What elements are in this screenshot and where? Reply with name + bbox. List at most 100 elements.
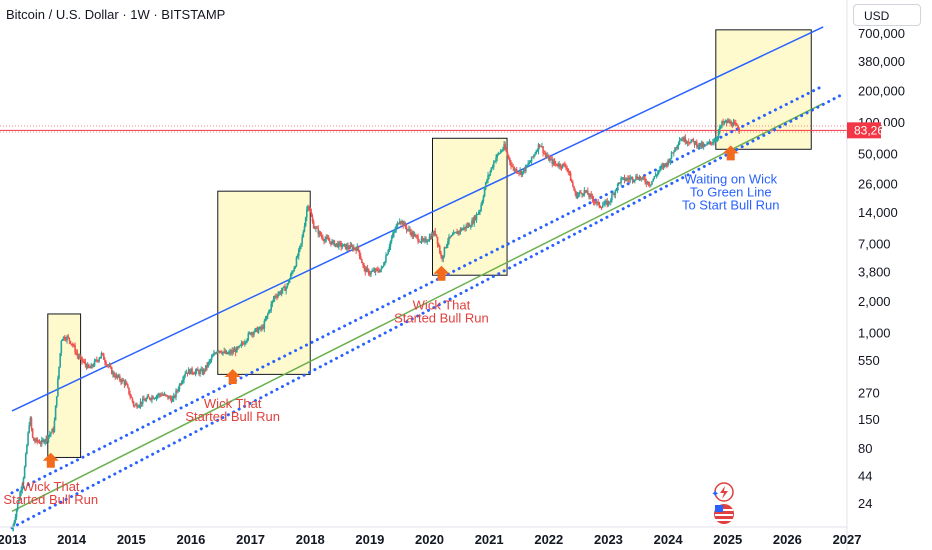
- candle-body: [231, 350, 234, 354]
- y-tick-label: 80: [858, 441, 872, 456]
- candle-body: [519, 170, 521, 173]
- candle-body: [295, 257, 298, 267]
- candle-body: [682, 139, 684, 141]
- candle-body: [634, 179, 636, 181]
- up-arrow-icon: [224, 368, 241, 384]
- axes: 700,000380,000200,000100,00050,00026,000…: [0, 0, 905, 550]
- candle-body: [717, 131, 720, 137]
- candle-body: [351, 246, 354, 250]
- candle-body: [297, 249, 300, 257]
- currency-selector[interactable]: USD: [853, 4, 921, 26]
- current-price-tag: [847, 122, 881, 139]
- candle-body: [611, 194, 613, 201]
- candle-body: [98, 358, 100, 361]
- candle-body: [240, 343, 243, 345]
- plot-area[interactable]: [0, 26, 847, 532]
- candle-body: [471, 220, 473, 227]
- candle-body: [206, 365, 208, 367]
- candle-body: [580, 191, 582, 194]
- candle-body: [630, 177, 633, 179]
- candle-body: [307, 206, 309, 210]
- candle-body: [136, 404, 138, 408]
- candle-body: [730, 121, 732, 126]
- candle-body: [684, 137, 687, 143]
- up-arrow-icon: [722, 145, 739, 161]
- candle-body: [203, 369, 206, 371]
- candle-body: [69, 340, 72, 344]
- candle-body: [604, 201, 606, 205]
- candle-body: [599, 206, 602, 208]
- candle-body: [389, 241, 392, 247]
- candle-body: [361, 259, 363, 264]
- candle-body: [518, 172, 520, 174]
- candle-body: [286, 283, 289, 288]
- candle-body: [461, 228, 464, 231]
- candle-body: [15, 509, 18, 518]
- candle-body: [156, 395, 159, 397]
- candle-body: [63, 336, 66, 340]
- x-tick-label: 2015: [117, 532, 146, 547]
- candle-body: [300, 243, 302, 246]
- candle-body: [676, 145, 679, 148]
- candle-body: [100, 353, 103, 357]
- candle-body: [318, 231, 321, 235]
- candle-body: [61, 339, 64, 341]
- y-tick-label: 550: [858, 353, 880, 368]
- candle-body: [598, 202, 601, 207]
- candle-body: [403, 222, 406, 226]
- candle-body: [54, 405, 57, 421]
- candle-body: [434, 230, 437, 235]
- candle-body: [546, 155, 549, 158]
- candle-body: [311, 216, 314, 222]
- candle-body: [394, 230, 396, 232]
- candle-body: [377, 269, 379, 272]
- candle-body: [620, 178, 622, 183]
- candle-body: [456, 231, 458, 234]
- candle-body: [248, 332, 251, 334]
- candle-body: [701, 143, 704, 148]
- candle-body: [681, 139, 683, 141]
- candle-body: [636, 176, 638, 179]
- candle-body: [724, 120, 727, 123]
- y-tick-label: 3,800: [858, 264, 891, 279]
- candle-body: [367, 269, 370, 274]
- candle-body: [473, 216, 476, 224]
- candle-body: [418, 241, 420, 243]
- candle-body: [609, 200, 612, 202]
- candle-body: [488, 174, 490, 176]
- candle-body: [265, 315, 268, 320]
- candle-body: [713, 141, 715, 143]
- y-tick-label: 200,000: [858, 83, 905, 98]
- candle-body: [398, 221, 401, 225]
- candle-body: [596, 201, 598, 203]
- candle-body: [447, 241, 449, 245]
- candle-body: [375, 268, 378, 270]
- candle-body: [164, 394, 167, 396]
- candle-body: [303, 225, 306, 232]
- candle-body: [207, 362, 209, 367]
- candle-body: [294, 266, 297, 269]
- candle-body: [258, 326, 261, 330]
- candle-body: [470, 226, 472, 228]
- candle-body: [326, 237, 329, 239]
- highlight-box: [217, 190, 311, 375]
- candle-body: [589, 194, 591, 197]
- annotation-text: Started Bull Run: [185, 409, 280, 424]
- candle-body: [255, 327, 258, 329]
- candle-body: [327, 238, 330, 241]
- candle-body: [632, 180, 635, 182]
- candle-body: [219, 350, 222, 353]
- candle-body: [29, 417, 32, 426]
- candle-body: [572, 182, 574, 187]
- candle-body: [536, 150, 539, 152]
- candle-body: [302, 231, 305, 237]
- candle-body: [437, 243, 440, 247]
- candle-body: [89, 367, 91, 369]
- dotted-trendline: [10, 84, 825, 495]
- candle-body: [627, 178, 629, 180]
- candle-body: [16, 502, 19, 510]
- candle-body: [346, 245, 348, 250]
- candle-body: [738, 128, 741, 132]
- candle-body: [643, 176, 645, 179]
